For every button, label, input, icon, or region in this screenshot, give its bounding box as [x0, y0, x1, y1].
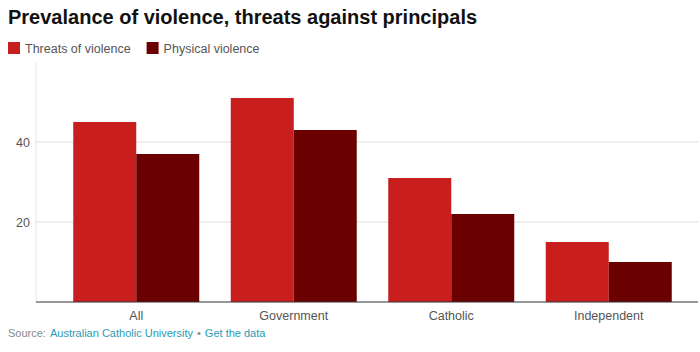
bar	[136, 154, 199, 302]
x-tick-label: Independent	[574, 309, 644, 323]
bar	[231, 98, 294, 302]
bar	[294, 130, 357, 302]
chart-container: Prevalance of violence, threats against …	[0, 0, 700, 352]
x-tick-label: Government	[259, 309, 328, 323]
footer-text: Australian Catholic University	[50, 327, 194, 339]
bars	[73, 98, 672, 302]
legend-label: Physical violence	[164, 42, 260, 56]
title: Prevalance of violence, threats against …	[8, 6, 477, 28]
legend-label: Threats of violence	[25, 42, 131, 56]
bar	[451, 214, 514, 302]
x-tick-label: All	[129, 309, 143, 323]
bar	[609, 262, 672, 302]
footer-text: Source:	[8, 327, 46, 339]
x-tick-label: Catholic	[429, 309, 474, 323]
bar	[546, 242, 609, 302]
chart-svg: Prevalance of violence, threats against …	[0, 0, 700, 352]
x-axis-line	[36, 302, 698, 303]
footer-text: •	[197, 327, 201, 339]
y-tick-label: 40	[16, 136, 30, 150]
bar	[388, 178, 451, 302]
footer-text[interactable]: Get the data	[205, 327, 266, 339]
y-axis-line	[36, 62, 37, 302]
y-tick-label: 20	[16, 216, 30, 230]
legend-swatch	[147, 42, 159, 54]
legend-swatch	[8, 42, 20, 54]
bar	[73, 122, 136, 302]
